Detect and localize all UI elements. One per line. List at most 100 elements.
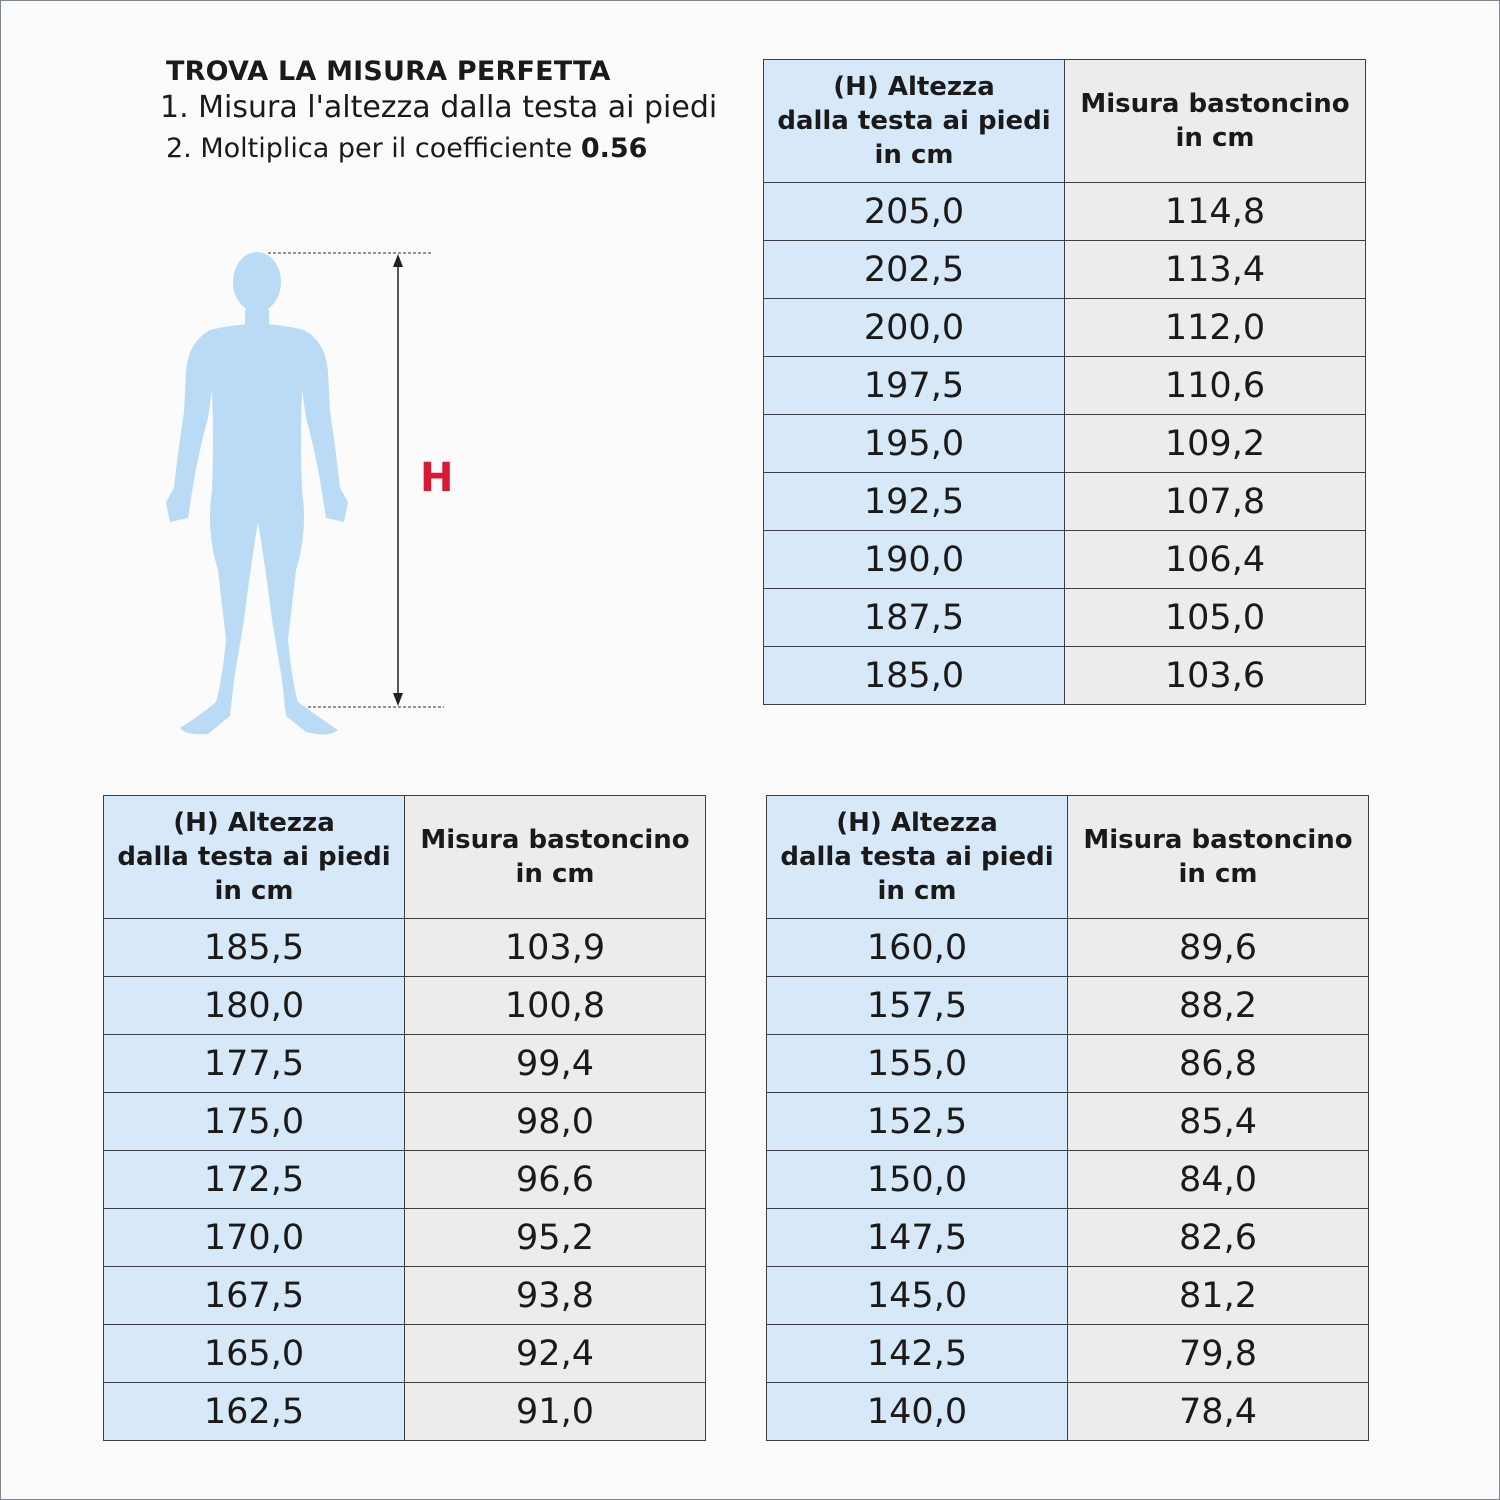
table-row: 185,5 103,9 [103, 918, 706, 977]
table-row: 185,0 103,6 [763, 646, 1366, 705]
height-cell: 150,0 [766, 1150, 1068, 1209]
table-row: 187,5 105,0 [763, 588, 1366, 647]
measure-cell: 106,4 [1064, 530, 1366, 589]
measure-cell: 110,6 [1064, 356, 1366, 415]
height-cell: 185,0 [763, 646, 1065, 705]
height-cell: 170,0 [103, 1208, 405, 1267]
measure-cell: 99,4 [404, 1034, 706, 1093]
table-row: 195,0 109,2 [763, 414, 1366, 473]
height-cell: 152,5 [766, 1092, 1068, 1151]
measure-cell: 84,0 [1067, 1150, 1369, 1209]
height-cell: 190,0 [763, 530, 1065, 589]
height-cell: 147,5 [766, 1208, 1068, 1267]
height-cell: 202,5 [763, 240, 1065, 299]
height-cell: 177,5 [103, 1034, 405, 1093]
measure-cell: 81,2 [1067, 1266, 1369, 1325]
table-row: 150,0 84,0 [766, 1150, 1369, 1209]
table-row: 200,0 112,0 [763, 298, 1366, 357]
table-header-row: (H) Altezza dalla testa ai piedi in cm Mis… [103, 795, 706, 919]
height-cell: 140,0 [766, 1382, 1068, 1441]
measure-cell: 93,8 [404, 1266, 706, 1325]
height-cell: 195,0 [763, 414, 1065, 473]
header-height: (H) Altezza dalla testa ai piedi in cm [766, 795, 1068, 919]
header-measure: Misura bastoncino in cm [1067, 795, 1369, 919]
measure-cell: 114,8 [1064, 182, 1366, 241]
table-row: 202,5 113,4 [763, 240, 1366, 299]
measure-cell: 88,2 [1067, 976, 1369, 1035]
table-row: 167,5 93,8 [103, 1266, 706, 1325]
table-row: 152,5 85,4 [766, 1092, 1369, 1151]
table-row: 172,5 96,6 [103, 1150, 706, 1209]
table-header-row: (H) Altezza dalla testa ai piedi in cm Mis… [766, 795, 1369, 919]
measure-cell: 103,9 [404, 918, 706, 977]
table-row: 162,5 91,0 [103, 1382, 706, 1441]
measure-cell: 105,0 [1064, 588, 1366, 647]
measure-cell: 113,4 [1064, 240, 1366, 299]
header-measure: Misura bastoncino in cm [1064, 59, 1366, 183]
table-row: 157,5 88,2 [766, 976, 1369, 1035]
measure-cell: 96,6 [404, 1150, 706, 1209]
coefficient-value: 0.56 [580, 133, 648, 164]
header-measure: Misura bastoncino in cm [404, 795, 706, 919]
measure-cell: 95,2 [404, 1208, 706, 1267]
height-cell: 142,5 [766, 1324, 1068, 1383]
instruction-step-2-text: 2. Moltiplica per il coefficiente [166, 133, 573, 164]
height-cell: 172,5 [103, 1150, 405, 1209]
size-table-2: (H) Altezza dalla testa ai piedi in cm Mis… [103, 795, 706, 1441]
header-height: (H) Altezza dalla testa ai piedi in cm [763, 59, 1065, 183]
table-row: 190,0 106,4 [763, 530, 1366, 589]
human-silhouette-icon [166, 252, 444, 735]
height-cell: 185,5 [103, 918, 405, 977]
measure-cell: 109,2 [1064, 414, 1366, 473]
height-cell: 165,0 [103, 1324, 405, 1383]
height-cell: 180,0 [103, 976, 405, 1035]
measure-cell: 78,4 [1067, 1382, 1369, 1441]
height-cell: 162,5 [103, 1382, 405, 1441]
height-cell: 200,0 [763, 298, 1065, 357]
height-label: H [420, 455, 454, 501]
measure-cell: 100,8 [404, 976, 706, 1035]
height-cell: 145,0 [766, 1266, 1068, 1325]
table-row: 160,0 89,6 [766, 918, 1369, 977]
table-row: 177,5 99,4 [103, 1034, 706, 1093]
measure-cell: 98,0 [404, 1092, 706, 1151]
instruction-step-1: 1. Misura l'altezza dalla testa ai piedi [160, 90, 718, 125]
measure-cell: 89,6 [1067, 918, 1369, 977]
measure-cell: 107,8 [1064, 472, 1366, 531]
height-cell: 197,5 [763, 356, 1065, 415]
table-row: 165,0 92,4 [103, 1324, 706, 1383]
measure-cell: 103,6 [1064, 646, 1366, 705]
height-cell: 192,5 [763, 472, 1065, 531]
size-table-3: (H) Altezza dalla testa ai piedi in cm Mis… [766, 795, 1369, 1441]
size-table-1: (H) Altezza dalla testa ai piedi in cm Mis… [763, 59, 1366, 705]
measure-cell: 91,0 [404, 1382, 706, 1441]
height-cell: 175,0 [103, 1092, 405, 1151]
height-cell: 155,0 [766, 1034, 1068, 1093]
table-row: 175,0 98,0 [103, 1092, 706, 1151]
page-title: TROVA LA MISURA PERFETTA [166, 56, 611, 87]
height-cell: 160,0 [766, 918, 1068, 977]
table-row: 180,0 100,8 [103, 976, 706, 1035]
height-cell: 167,5 [103, 1266, 405, 1325]
measure-cell: 82,6 [1067, 1208, 1369, 1267]
table-row: 142,5 79,8 [766, 1324, 1369, 1383]
height-cell: 205,0 [763, 182, 1065, 241]
table-row: 205,0 114,8 [763, 182, 1366, 241]
measure-cell: 112,0 [1064, 298, 1366, 357]
table-row: 197,5 110,6 [763, 356, 1366, 415]
measure-cell: 92,4 [404, 1324, 706, 1383]
measure-cell: 86,8 [1067, 1034, 1369, 1093]
human-silhouette-figure [150, 240, 470, 740]
header-height: (H) Altezza dalla testa ai piedi in cm [103, 795, 405, 919]
table-row: 147,5 82,6 [766, 1208, 1369, 1267]
measure-cell: 85,4 [1067, 1092, 1369, 1151]
table-row: 155,0 86,8 [766, 1034, 1369, 1093]
table-row: 192,5 107,8 [763, 472, 1366, 531]
table-row: 145,0 81,2 [766, 1266, 1369, 1325]
table-header-row: (H) Altezza dalla testa ai piedi in cm Mis… [763, 59, 1366, 183]
measure-cell: 79,8 [1067, 1324, 1369, 1383]
height-cell: 157,5 [766, 976, 1068, 1035]
table-row: 170,0 95,2 [103, 1208, 706, 1267]
height-cell: 187,5 [763, 588, 1065, 647]
instruction-step-2: 2. Moltiplica per il coefficiente 0.56 [166, 133, 647, 164]
